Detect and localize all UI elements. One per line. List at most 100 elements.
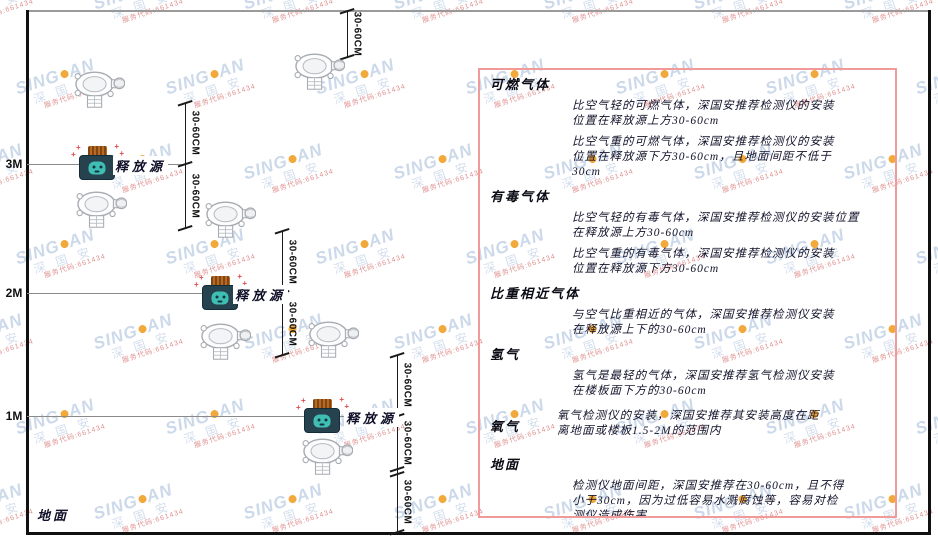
dimension-label: 30-60CM [401, 362, 413, 408]
dimension-label: 30-60CM [286, 301, 298, 347]
gas-detector-icon [204, 200, 256, 239]
dimension-line-top [346, 10, 348, 58]
dimension-label: 30-60CM [286, 239, 298, 285]
sparkle-icon: + [114, 142, 119, 151]
source-body [304, 408, 340, 433]
gas-detector-icon [307, 320, 359, 359]
section-heading: 可燃气体 [490, 77, 551, 92]
source-cap [312, 399, 332, 408]
sparkle-icon: + [76, 143, 81, 152]
watermark-dot-icon [437, 494, 448, 505]
release-source-label: 释放源 [113, 156, 169, 175]
section-paragraph: 比空气重的可燃气体，深国安推荐检测仪的安装 位置在释放源下方30-60cm，且地… [572, 136, 835, 178]
axis-label-1m: 1M [5, 409, 23, 423]
ground-line [26, 532, 931, 535]
panel-section-combustible: 可燃气体 比空气轻的可燃气体，深国安推荐检测仪的安装 位置在释放源上方30-60… [490, 77, 887, 180]
watermark-dot-icon [209, 239, 220, 250]
gas-detector-icon [73, 70, 125, 109]
watermark-dot-icon [209, 69, 220, 80]
watermark-dot-icon [359, 69, 370, 80]
source-face [88, 161, 106, 174]
release-source-icon: + + + + [71, 142, 124, 180]
section-paragraph: 检测仪地面间距，深国安推荐在30-60cm，且不得 小于30cm，因为过低容易水… [572, 480, 845, 518]
source-face [211, 291, 229, 304]
watermark-dot-icon [59, 239, 70, 250]
dimension-line-3m [184, 103, 186, 228]
sparkle-icon: + [301, 396, 306, 405]
dimension-line-1m [396, 355, 398, 533]
watermark-dot-icon [137, 494, 148, 505]
watermark-dot-icon [359, 239, 370, 250]
section-paragraph: 与空气比重相近的气体，深国安推荐检测仪安装 在释放源上下的30-60cm [572, 309, 835, 336]
sparkle-icon: + [237, 272, 242, 281]
source-body [202, 285, 238, 310]
source-face [313, 414, 331, 427]
watermark-dot-icon [137, 324, 148, 335]
release-source-label: 释放源 [344, 408, 400, 427]
watermark-dot-icon [287, 154, 298, 165]
release-source-icon: + + + + [194, 272, 247, 310]
release-source-label: 释放源 [233, 285, 289, 304]
dimension-label: 30-60CM [401, 420, 413, 466]
panel-section-ground: 地面 检测仪地面间距，深国安推荐在30-60cm，且不得 小于30cm，因为过低… [490, 457, 887, 518]
panel-section-oxygen: 氧气 氧气检测仪的安装，深国安推荐其安装高度在距 离地面或楼板1.5-2M的范围… [490, 409, 887, 439]
section-heading: 比重相近气体 [490, 286, 581, 301]
section-paragraph: 比空气轻的有毒气体，深国安推荐检测仪的安装位置 在释放源上方30-60cm [572, 212, 860, 239]
panel-section-toxic: 有毒气体 比空气轻的有毒气体，深国安推荐检测仪的安装位置 在释放源上方30-60… [490, 189, 887, 277]
watermark-dot-icon [209, 409, 220, 420]
panel-section-similar-density: 比重相近气体 与空气比重相近的气体，深国安推荐检测仪安装 在释放源上下的30-6… [490, 286, 887, 338]
sparkle-icon: + [199, 273, 204, 282]
section-heading: 有毒气体 [490, 189, 551, 204]
sparkle-icon: + [194, 280, 199, 289]
source-cap [87, 146, 107, 155]
watermark-dot-icon [437, 154, 448, 165]
guideline-panel: 可燃气体 比空气轻的可燃气体，深国安推荐检测仪的安装 位置在释放源上方30-60… [478, 68, 897, 518]
dimension-label: 30-60CM [351, 11, 363, 57]
source-cap [210, 276, 230, 285]
gas-detector-icon [75, 190, 127, 229]
release-source-icon: + + + + [296, 395, 349, 433]
dimension-label: 30-60CM [189, 110, 201, 156]
section-paragraph: 比空气重的有毒气体，深国安推荐检测仪的安装 位置在释放源下方30-60cm [572, 248, 835, 275]
section-heading: 氧气 [490, 419, 521, 434]
left-wall-line [26, 10, 29, 535]
panel-section-hydrogen: 氢气 氢气是最轻的气体，深国安推荐氢气检测仪安装 在楼板面下方的30-60cm [490, 347, 887, 399]
watermark-dot-icon [59, 69, 70, 80]
axis-label-2m: 2M [5, 286, 23, 300]
ceiling-line [26, 10, 931, 12]
gas-detector-icon [301, 437, 353, 476]
section-heading: 地面 [490, 457, 521, 472]
gas-detector-icon [293, 52, 345, 91]
sparkle-icon: + [119, 149, 124, 158]
watermark-dot-icon [437, 324, 448, 335]
right-wall-line [928, 10, 931, 535]
sparkle-icon: + [71, 150, 76, 159]
sparkle-icon: + [242, 279, 247, 288]
section-paragraph: 氧气检测仪的安装，深国安推荐其安装高度在距 离地面或楼板1.5-2M的范围内 [557, 410, 820, 437]
section-paragraph: 氢气是最轻的气体，深国安推荐氢气检测仪安装 在楼板面下方的30-60cm [572, 370, 835, 397]
ground-label: 地面 [37, 508, 70, 523]
section-paragraph: 比空气轻的可燃气体，深国安推荐检测仪的安装 位置在释放源上方30-60cm [572, 100, 835, 127]
sparkle-icon: + [344, 402, 349, 411]
gas-detector-icon [199, 322, 251, 361]
axis-label-3m: 3M [5, 157, 23, 171]
sparkle-icon: + [339, 395, 344, 404]
